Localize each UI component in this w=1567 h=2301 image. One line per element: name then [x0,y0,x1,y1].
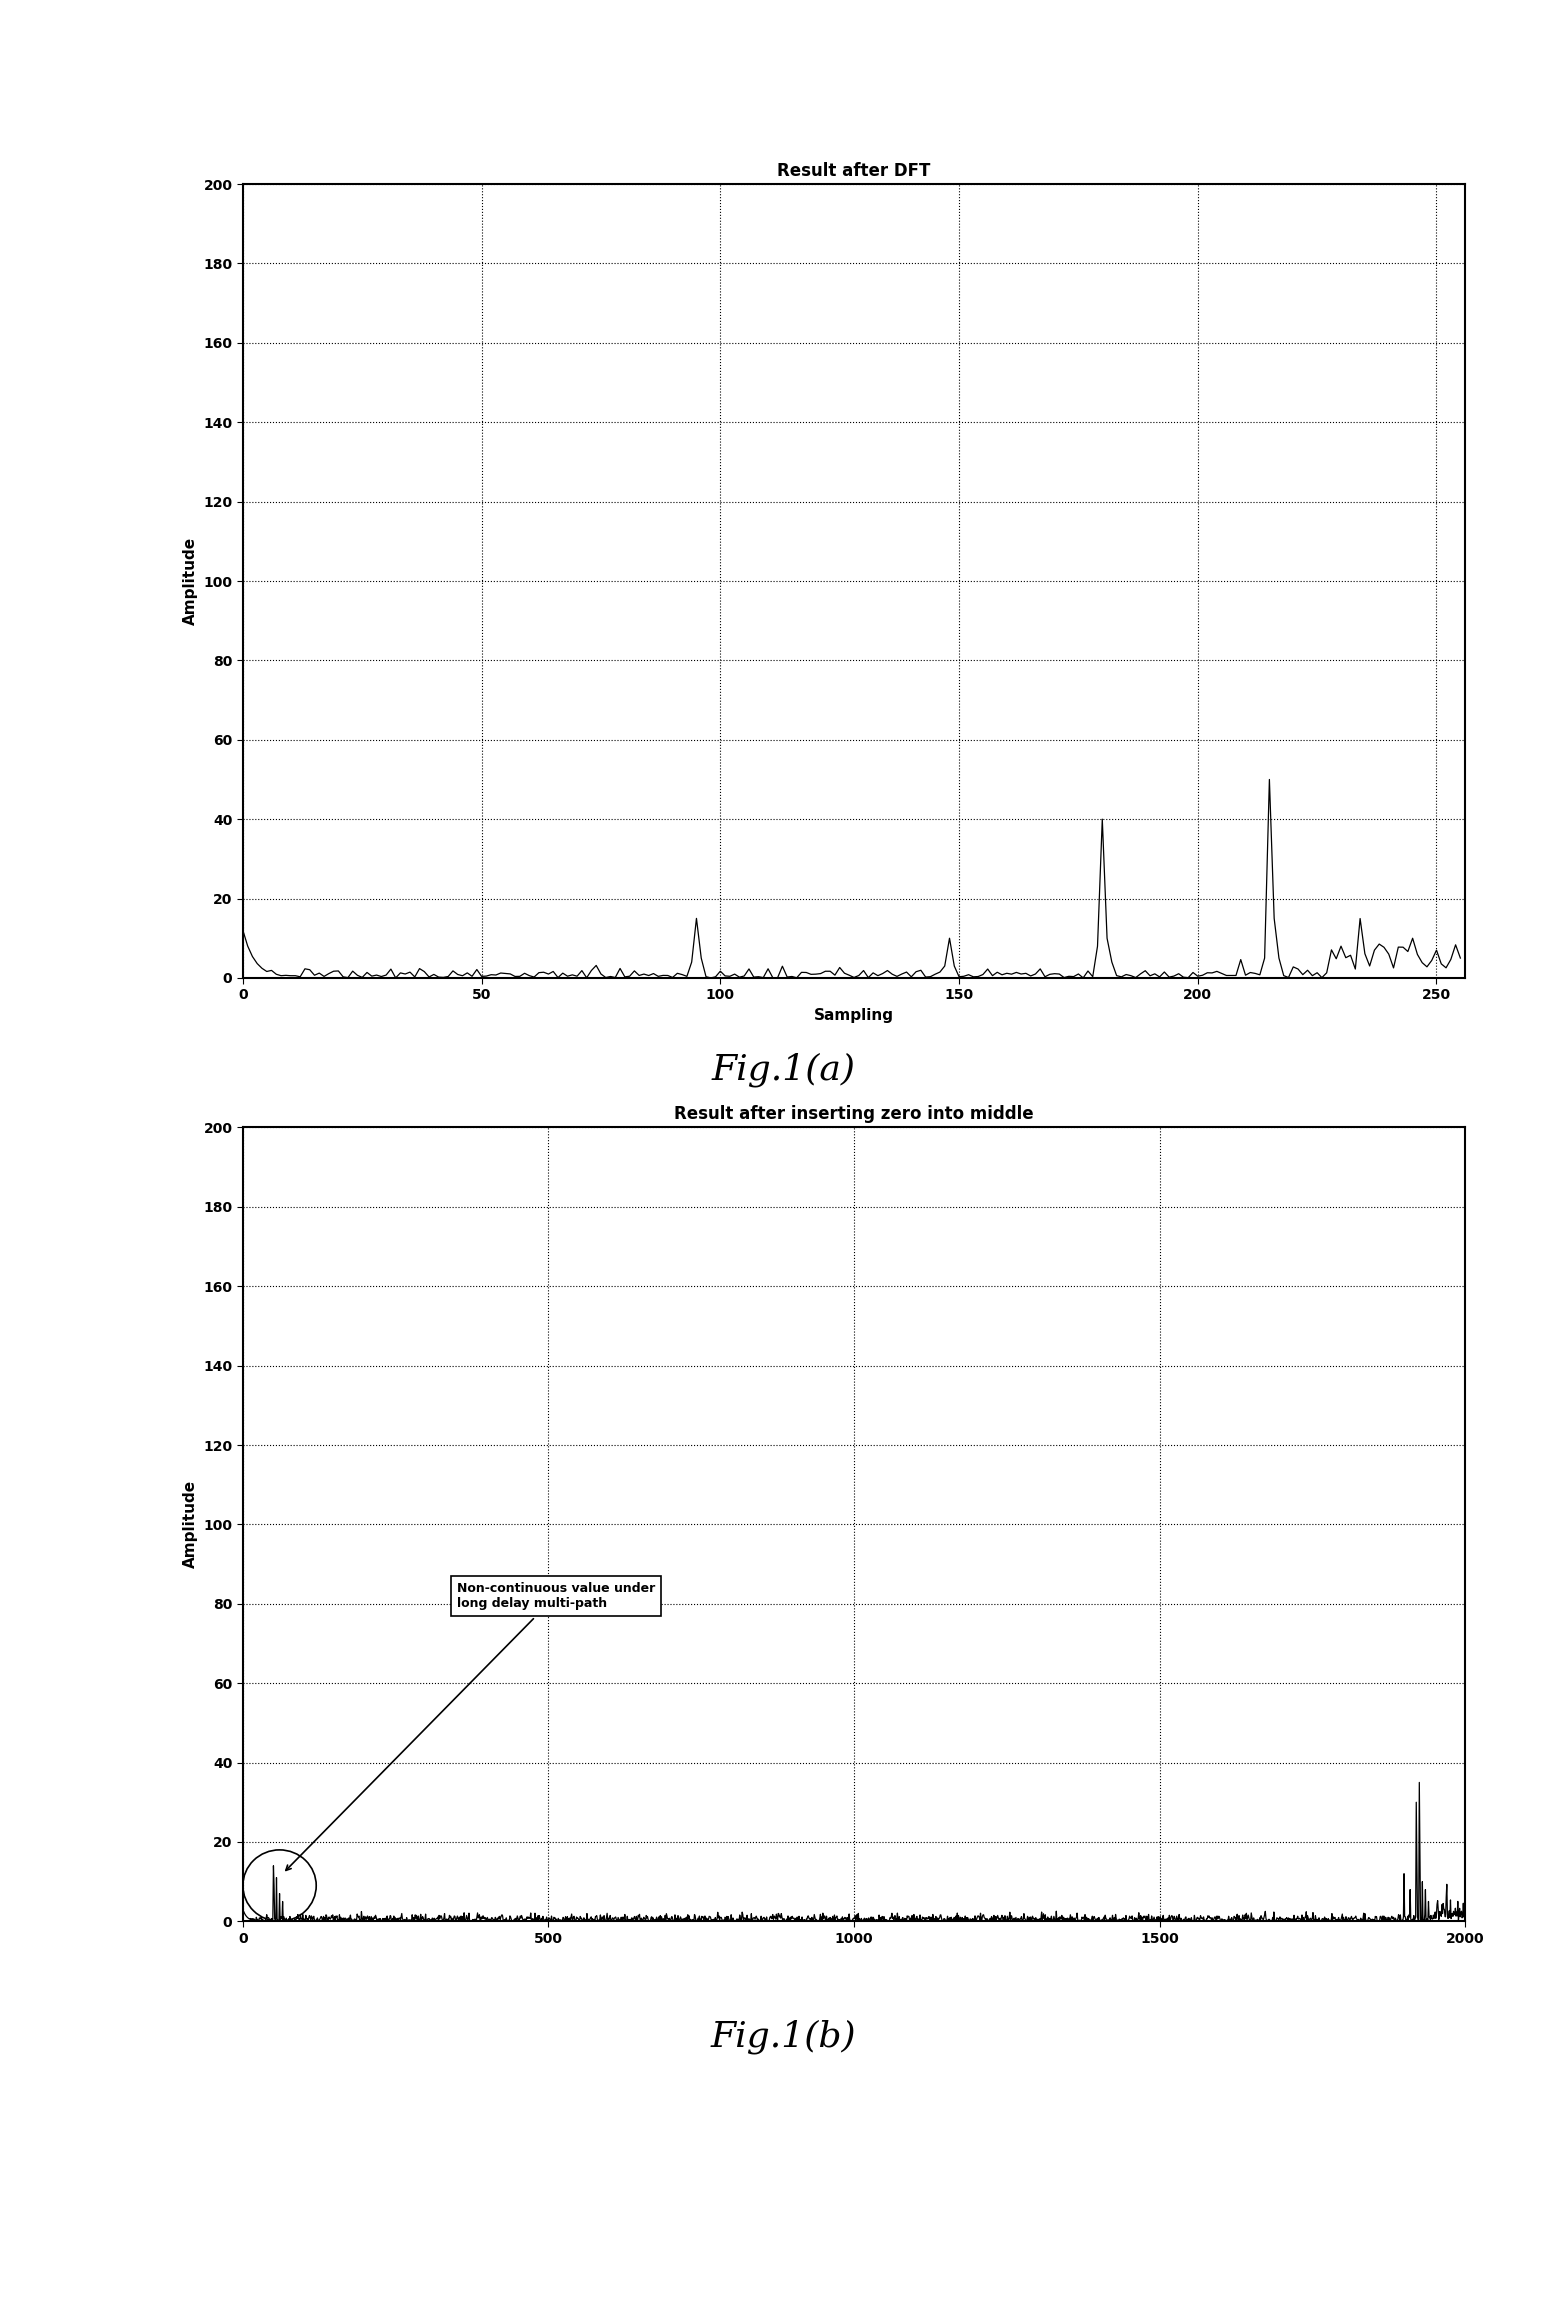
Title: Result after inserting zero into middle: Result after inserting zero into middle [674,1104,1034,1123]
X-axis label: Sampling: Sampling [813,1008,895,1024]
Y-axis label: Amplitude: Amplitude [183,536,197,626]
Y-axis label: Amplitude: Amplitude [183,1480,197,1569]
Text: Non-continuous value under
long delay multi-path: Non-continuous value under long delay mu… [285,1581,655,1871]
Text: Fig.1(a): Fig.1(a) [711,1052,856,1088]
Title: Result after DFT: Result after DFT [777,161,931,179]
Text: Fig.1(b): Fig.1(b) [711,2018,856,2055]
